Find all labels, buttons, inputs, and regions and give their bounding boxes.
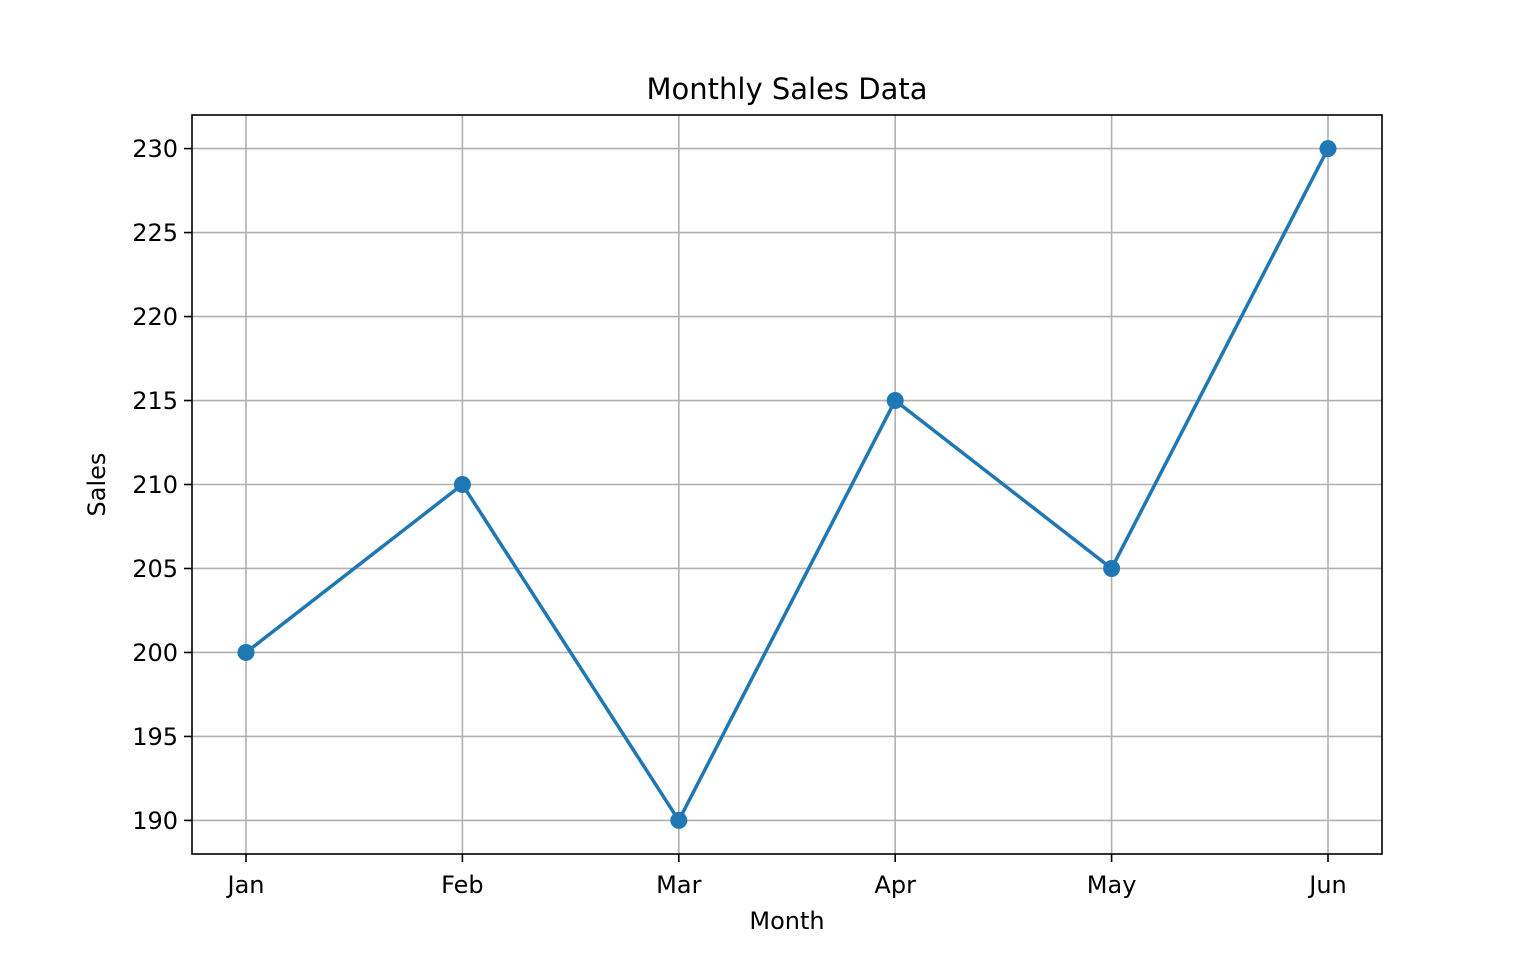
axis-ticks: Jan Feb Mar Apr May Jun 190 195 200 205 210 215 220 2…: [132, 135, 1347, 899]
x-tick-label: May: [1087, 871, 1137, 899]
data-point-marker: [237, 643, 255, 661]
x-tick-label: Apr: [874, 871, 916, 899]
y-tick-label: 190: [132, 807, 178, 835]
y-tick-label: 205: [132, 555, 178, 583]
y-tick-label: 225: [132, 219, 178, 247]
series-group: [237, 140, 1337, 829]
y-tick-label: 230: [132, 135, 178, 163]
y-tick-label: 200: [132, 639, 178, 667]
x-tick-label: Jan: [226, 871, 265, 899]
data-point-marker: [1103, 559, 1121, 577]
x-tick-label: Mar: [656, 871, 701, 899]
data-point-marker: [1319, 140, 1337, 158]
x-axis-label: Month: [749, 907, 824, 935]
chart-title: Monthly Sales Data: [647, 72, 928, 106]
data-point-marker: [670, 811, 688, 829]
y-axis-label: Sales: [83, 453, 111, 517]
y-tick-label: 220: [132, 303, 178, 331]
y-tick-label: 195: [132, 723, 178, 751]
series-line: [244, 146, 1330, 823]
y-tick-label: 215: [132, 387, 178, 415]
plot-area-frame: [191, 114, 1383, 855]
y-tick-label: 210: [132, 471, 178, 499]
x-tick-label: Feb: [441, 871, 484, 899]
x-tick-label: Jun: [1307, 871, 1347, 899]
data-point-marker: [453, 476, 471, 493]
grid: [192, 115, 1382, 854]
data-point-marker: [886, 392, 904, 410]
